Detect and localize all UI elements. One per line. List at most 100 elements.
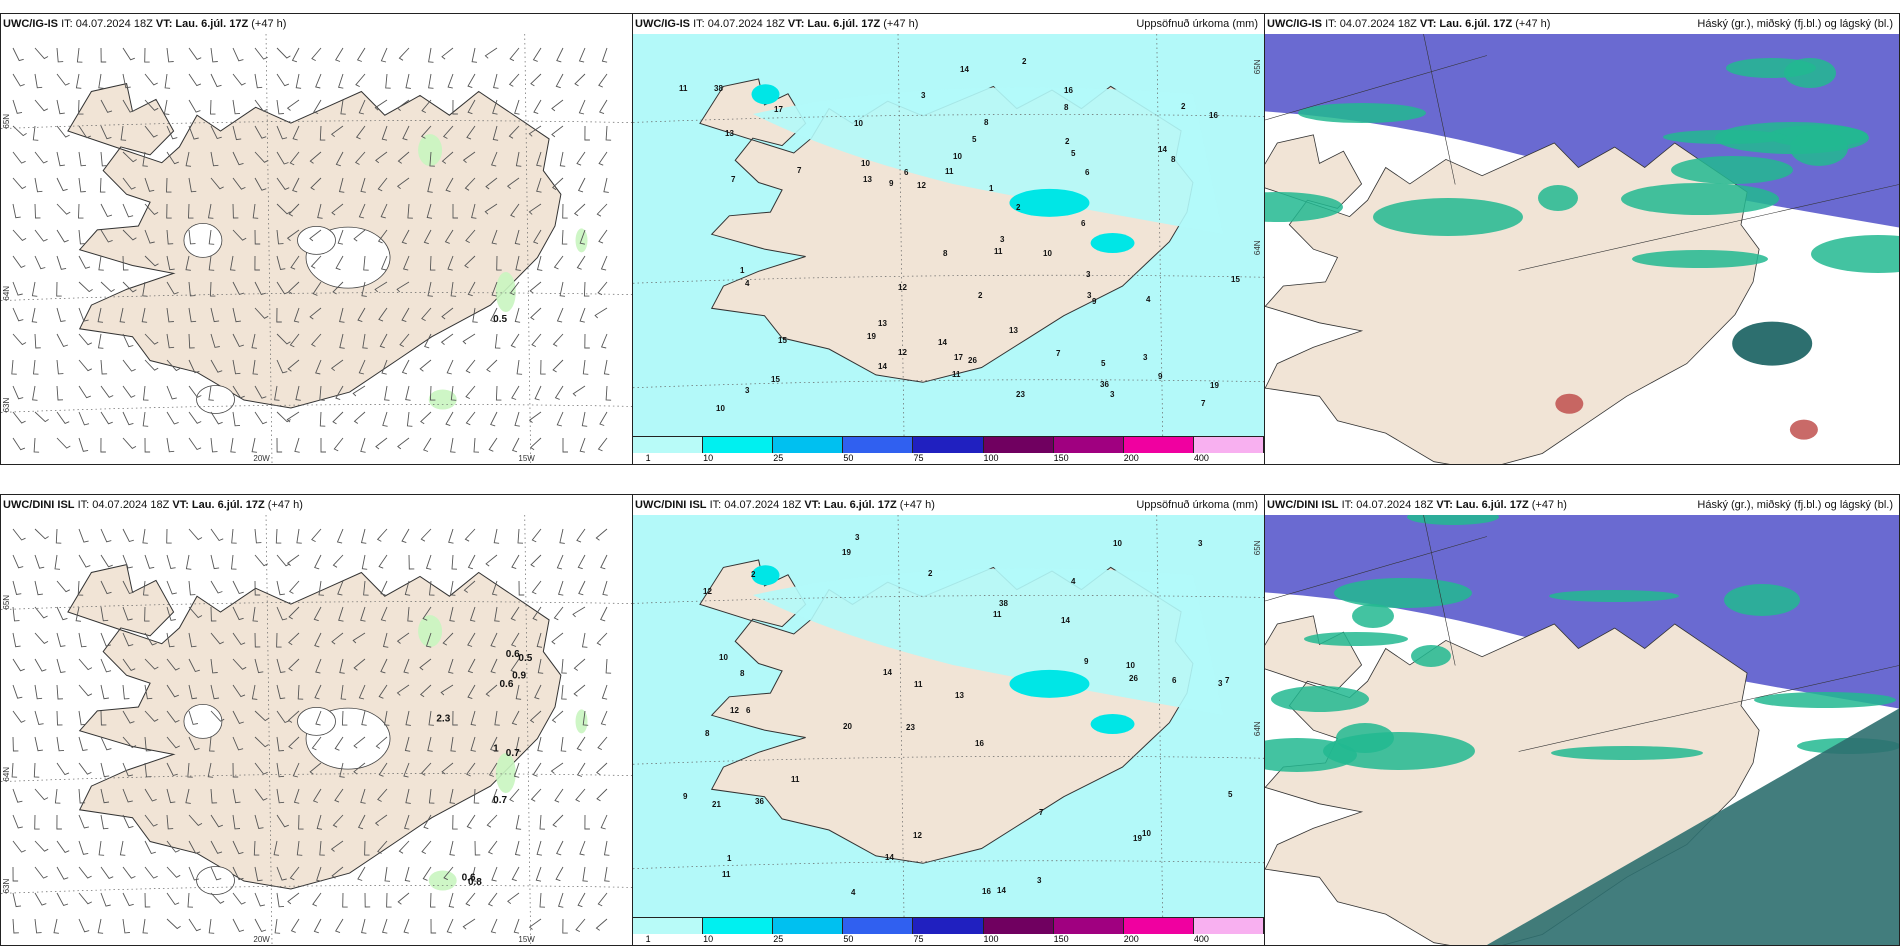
wind-barb xyxy=(166,840,180,853)
wind-shading xyxy=(495,272,516,312)
wind-barb xyxy=(422,606,432,621)
wind-barb xyxy=(339,658,345,674)
wind-barb xyxy=(428,788,435,804)
wind-barb xyxy=(207,203,214,219)
wind-shading xyxy=(495,753,516,793)
wind-barb xyxy=(78,866,92,879)
mid-cloud-patch xyxy=(1271,686,1369,712)
wind-barb xyxy=(166,554,176,570)
legend-tick: 25 xyxy=(773,453,784,463)
wind-barb xyxy=(188,229,196,245)
wind-barb xyxy=(381,125,388,141)
precip-value: 14 xyxy=(1158,145,1167,154)
wind-barb xyxy=(534,385,542,401)
wind-barb xyxy=(377,177,388,192)
wind-barb xyxy=(598,151,608,166)
latitude-line xyxy=(1,404,632,413)
mid-cloud-patch xyxy=(1407,515,1499,525)
wind-barb xyxy=(144,710,159,722)
wind-barb xyxy=(56,580,71,593)
wind-barb xyxy=(448,528,454,544)
wind-barb xyxy=(464,177,476,191)
wind-barb xyxy=(361,281,367,297)
wind-barb xyxy=(252,606,258,622)
wind-barb xyxy=(540,359,546,375)
wind-barb xyxy=(78,385,91,399)
precip-value: 15 xyxy=(1231,275,1240,284)
precip-value: 5 xyxy=(1071,149,1076,158)
wind-barb xyxy=(254,814,264,830)
wind-barb xyxy=(402,125,410,141)
wind-barb xyxy=(75,73,82,89)
wind-barb xyxy=(188,606,203,619)
wind-barb xyxy=(531,580,542,595)
wind-barb xyxy=(377,788,388,802)
wind-barb xyxy=(449,606,455,622)
wind-barb xyxy=(34,73,43,89)
wind-barb xyxy=(254,281,266,296)
wind-barb xyxy=(34,606,48,619)
wind-barb xyxy=(597,736,608,751)
precip-value: 14 xyxy=(885,853,894,862)
grid-line xyxy=(1518,184,1899,271)
wind-barb xyxy=(467,554,476,570)
wind-barb xyxy=(380,658,388,674)
precip-value: 17 xyxy=(954,353,963,362)
precip-value: 36 xyxy=(755,797,764,806)
wind-barb xyxy=(514,840,521,856)
panel-header: UWC/DINI ISL IT: 04.07.2024 18Z VT: Lau.… xyxy=(1265,495,1899,515)
wind-barb xyxy=(533,99,542,115)
precip-value: 19 xyxy=(1133,834,1142,843)
wind-barb xyxy=(100,203,113,218)
wind-barb xyxy=(276,255,286,271)
wind-barb xyxy=(100,359,108,375)
wind-barb xyxy=(581,411,588,427)
legend-tick: 75 xyxy=(913,934,924,944)
legend-swatch xyxy=(773,437,844,453)
wind-barb xyxy=(600,333,608,349)
wind-barb xyxy=(209,281,216,297)
wind-barb xyxy=(562,438,568,453)
wind-barb xyxy=(288,632,300,646)
wind-barb xyxy=(513,918,520,934)
wind-barb xyxy=(550,762,564,774)
wind-barb xyxy=(445,411,454,427)
wind-speed-label: 2.3 xyxy=(436,713,450,724)
wind-barb xyxy=(360,528,367,544)
wind-barb xyxy=(287,359,300,372)
panel-title-right: Uppsöfnuð úrkoma (mm) xyxy=(1136,499,1258,511)
wind-barb xyxy=(254,866,263,882)
wind-barb xyxy=(56,762,70,776)
precip-value: 3 xyxy=(745,386,750,395)
longitude-label: 15W xyxy=(518,454,535,463)
wind-barb xyxy=(34,788,49,801)
wind-barb xyxy=(419,684,432,698)
wind-barb xyxy=(339,333,345,349)
wind-barb xyxy=(12,177,27,190)
wind-barb xyxy=(276,437,283,453)
wind-barb xyxy=(427,177,433,193)
wind-barb xyxy=(446,359,454,375)
wind-barb xyxy=(604,866,610,882)
wind-barb xyxy=(34,658,47,672)
wind-barb xyxy=(352,385,366,397)
graticule xyxy=(1,34,632,464)
wind-barb xyxy=(401,528,410,544)
wind-barb xyxy=(576,255,586,270)
wind-barb xyxy=(122,229,137,241)
wind-barb xyxy=(12,658,25,672)
wind-barb xyxy=(430,918,437,934)
wind-barb xyxy=(166,866,181,878)
wind-barb xyxy=(600,554,608,570)
wind-barb xyxy=(602,580,608,596)
wind-barb xyxy=(232,762,239,778)
wind-barb xyxy=(403,918,410,934)
wind-barb xyxy=(230,437,236,453)
panel-header: UWC/IG-IS IT: 04.07.2024 18Z VT: Lau. 6.… xyxy=(1265,14,1899,34)
wind-barb xyxy=(358,359,366,375)
wind-barb xyxy=(232,918,245,933)
wind-barb xyxy=(405,788,411,804)
wind-barb xyxy=(56,73,70,86)
wind-barb xyxy=(12,580,22,596)
graticule xyxy=(633,515,1264,917)
